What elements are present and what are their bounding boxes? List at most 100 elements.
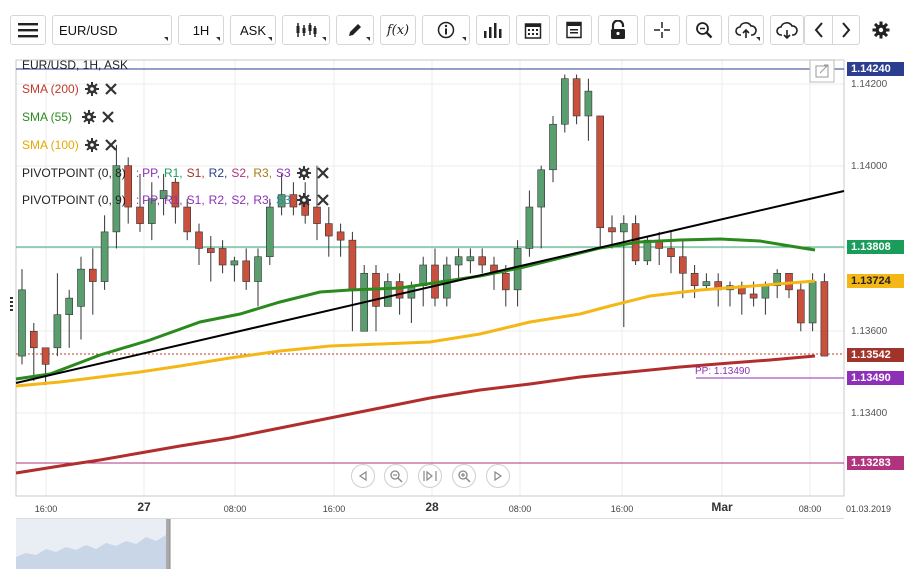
candle-body — [773, 272, 782, 286]
zoom-in-icon — [458, 470, 471, 483]
candle-body — [678, 256, 687, 274]
candle — [336, 223, 345, 257]
candle — [537, 165, 546, 249]
candle — [560, 74, 569, 133]
gear-icon[interactable] — [82, 110, 97, 124]
legend-pivot1: PIVOTPOINT (0, 8) : PP, R1, S1, R2, S2, … — [22, 166, 329, 180]
zoom-in-button[interactable] — [452, 464, 476, 488]
candle — [218, 240, 227, 274]
candle — [41, 347, 50, 386]
calendar-button[interactable] — [516, 15, 550, 45]
close-icon[interactable] — [102, 111, 114, 123]
time-axis-label: 28 — [425, 500, 439, 514]
legend-sma200-label: SMA (200) — [22, 82, 79, 96]
lock-button[interactable] — [598, 15, 638, 45]
calendar-icon — [524, 23, 542, 39]
scroll-right-button[interactable] — [832, 15, 860, 45]
left-drag-handle[interactable] — [10, 297, 14, 311]
close-icon[interactable] — [104, 139, 117, 151]
candle-body — [159, 190, 168, 200]
chart-type-button[interactable] — [282, 15, 330, 45]
candle — [18, 269, 26, 365]
candle-body — [348, 239, 357, 291]
candle — [265, 198, 274, 265]
candle — [89, 248, 97, 315]
gear-icon[interactable] — [296, 166, 311, 180]
indicators-button[interactable]: f(x) — [380, 15, 416, 45]
symbol-selector[interactable]: EUR/USD — [52, 15, 172, 45]
candle-body — [537, 169, 546, 208]
gear-icon[interactable] — [84, 138, 99, 152]
candle — [419, 256, 428, 307]
candle — [65, 289, 73, 348]
upload-button[interactable] — [728, 15, 764, 45]
candle — [549, 115, 557, 183]
zoom-out-button[interactable] — [384, 464, 408, 488]
time-axis-label: 08:00 — [223, 504, 247, 514]
candle — [313, 165, 321, 241]
candle-body — [336, 231, 345, 241]
candle — [655, 231, 664, 265]
close-icon[interactable] — [316, 167, 329, 179]
price-chart[interactable] — [0, 58, 907, 572]
template-button[interactable] — [556, 15, 592, 45]
crosshair-button[interactable] — [644, 15, 680, 45]
pan-right-button[interactable] — [486, 464, 510, 488]
candle — [124, 157, 132, 224]
legend-pivot1-s2: S2, — [231, 166, 250, 180]
candle — [100, 215, 109, 290]
gear-icon[interactable] — [84, 82, 99, 96]
candle-body — [466, 256, 475, 262]
candle-body — [808, 281, 817, 324]
sma100-line — [15, 279, 816, 388]
timeframe-selector[interactable]: 1H — [178, 15, 224, 45]
expand-chart-icon[interactable] — [809, 59, 835, 83]
candles-group — [18, 74, 829, 386]
candle — [678, 240, 687, 299]
candle-body — [41, 347, 50, 365]
price-type-label: ASK — [239, 22, 266, 38]
candle-body — [265, 206, 274, 258]
legend-sma100-label: SMA (100) — [22, 138, 79, 152]
candle — [254, 248, 262, 307]
settings-button[interactable] — [866, 15, 896, 45]
candle-body — [395, 281, 404, 299]
price-type-selector[interactable]: ASK — [230, 15, 276, 45]
candle-body — [572, 78, 581, 117]
candle-body — [820, 281, 829, 357]
time-axis-label: Mar — [711, 500, 733, 514]
draw-tool-button[interactable] — [336, 15, 374, 45]
legend-pivot2-name: PIVOTPOINT (0, 9) — [22, 193, 126, 207]
candle-body — [53, 314, 62, 349]
volume-button[interactable] — [476, 15, 510, 45]
info-button[interactable] — [422, 15, 470, 45]
candle-body — [619, 223, 628, 233]
dropdown-arrow-icon — [756, 37, 760, 41]
scroll-left-button[interactable] — [804, 15, 832, 45]
hamburger-menu-icon[interactable] — [10, 15, 46, 45]
legend-pivot2-r2: R2, — [208, 193, 228, 207]
candle — [667, 231, 675, 274]
triangle-right-icon — [494, 471, 503, 481]
candle-body — [560, 78, 569, 125]
price-tick-label: 1.14000 — [851, 161, 888, 172]
candle-body — [18, 289, 26, 357]
close-icon[interactable] — [316, 194, 329, 206]
legend-pivot2-sep: : — [135, 193, 140, 207]
time-axis-label: 16:00 — [322, 504, 346, 514]
candle-body — [702, 281, 711, 286]
navigator-panel[interactable] — [16, 518, 844, 569]
gear-icon[interactable] — [296, 193, 311, 207]
candle — [431, 248, 439, 307]
candle-body — [761, 285, 770, 299]
close-icon[interactable] — [104, 83, 117, 95]
reset-view-button[interactable] — [418, 464, 442, 488]
chart-grid — [16, 60, 844, 496]
download-button[interactable] — [770, 15, 804, 45]
zoom-button[interactable] — [686, 15, 722, 45]
gear-icon — [872, 21, 890, 39]
candle — [796, 281, 805, 332]
pan-left-button[interactable] — [351, 464, 375, 488]
candle — [77, 256, 85, 340]
legend-sma200: SMA (200) — [22, 82, 117, 96]
